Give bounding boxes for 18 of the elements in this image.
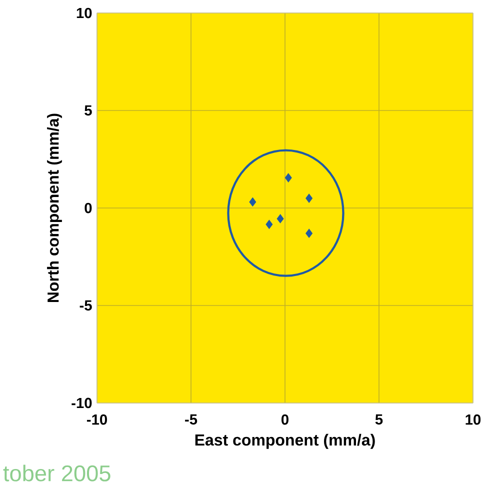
point xyxy=(306,194,313,203)
point xyxy=(284,173,292,182)
x-tick-label: -5 xyxy=(185,414,198,425)
y-tick-label: 0 xyxy=(84,202,92,214)
y-tick-label: 10 xyxy=(76,8,92,18)
text: tober 2005 xyxy=(3,464,110,482)
x-tick-label: 10 xyxy=(466,414,481,425)
x-tick-label: 0 xyxy=(282,414,288,425)
y-tick-label: -10 xyxy=(72,398,92,408)
point xyxy=(306,228,313,238)
x-axis-title: East component (mm/a) xyxy=(195,434,375,449)
x-tick-label: 5 xyxy=(375,414,383,425)
y-tick-label: 5 xyxy=(84,105,92,116)
y-axis-title: North component (mm/a) xyxy=(47,114,62,302)
point xyxy=(266,220,273,229)
point xyxy=(276,214,284,224)
point xyxy=(249,197,256,206)
y-tick-label: -5 xyxy=(80,300,92,311)
